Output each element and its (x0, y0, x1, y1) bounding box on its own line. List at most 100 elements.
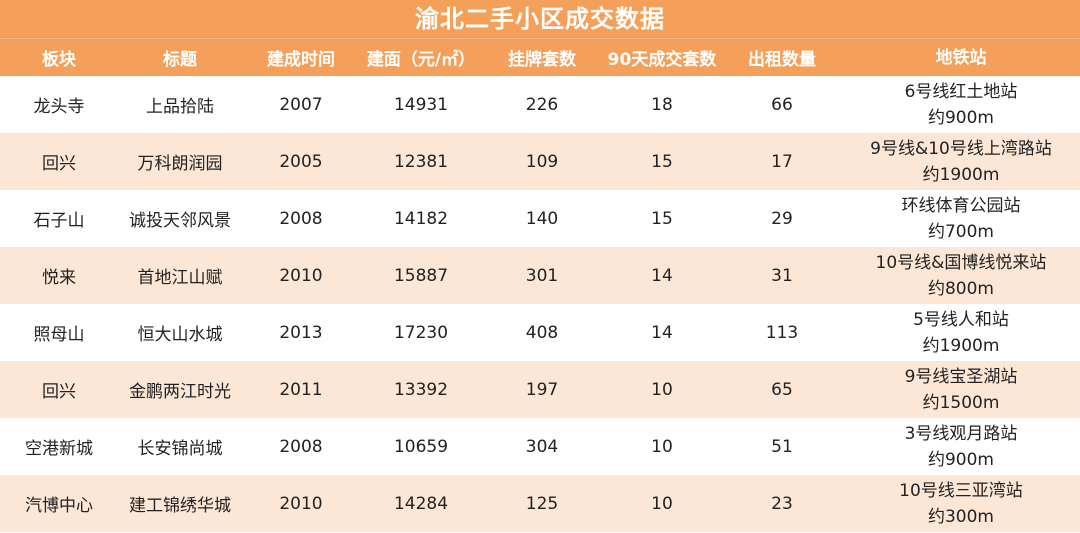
cell-price: 17230 (393, 322, 449, 343)
cell-name: 诚投天邻风景 (129, 211, 231, 231)
metro-station: 3号线观月路站 (904, 423, 1018, 444)
cell-sold90: 15 (651, 208, 673, 229)
table-row: 空港新城 长安锦尚城 2008 10659 304 10 51 3号线观月路站 约900m (0, 418, 1080, 475)
cell-price: 14931 (393, 94, 449, 115)
cell-area: 回兴 (42, 382, 76, 402)
header-sold90: 90天成交套数 (607, 50, 717, 70)
cell-year: 2005 (279, 151, 323, 172)
cell-area: 回兴 (42, 154, 76, 174)
cell-price: 14284 (393, 493, 449, 514)
cell-year: 2010 (279, 493, 323, 514)
metro-distance: 约1900m (922, 335, 1000, 356)
cell-listed: 140 (525, 208, 559, 229)
metro-distance: 约300m (927, 506, 994, 527)
cell-rent: 31 (771, 265, 793, 286)
cell-listed: 125 (525, 493, 559, 514)
cell-name: 恒大山水城 (137, 325, 223, 345)
cell-listed: 301 (525, 265, 559, 286)
cell-year: 2008 (279, 436, 323, 457)
cell-price: 12381 (393, 151, 449, 172)
cell-listed: 197 (525, 379, 559, 400)
metro-distance: 约700m (927, 221, 994, 242)
cell-metro: 6号线红土地站 约900m (842, 76, 1080, 133)
table-row: 龙头寺 上品拾陆 2007 14931 226 18 66 6号线红土地站 约900m (0, 76, 1080, 133)
cell-metro: 10号线三亚湾站 约300m (842, 475, 1080, 532)
cell-area: 石子山 (33, 211, 85, 231)
cell-rent: 66 (771, 94, 793, 115)
cell-rent: 23 (771, 493, 793, 514)
table-row: 回兴 金鹏两江时光 2011 13392 197 10 65 9号线宝圣湖站 约1500m (0, 361, 1080, 418)
table-row: 悦来 首地江山赋 2010 15887 301 14 31 10号线&国博线悦来站 约800m (0, 247, 1080, 304)
table-row: 石子山 诚投天邻风景 2008 14182 140 15 29 环线体育公园站 约700m (0, 190, 1080, 247)
cell-rent: 17 (771, 151, 793, 172)
cell-price: 15887 (393, 265, 449, 286)
cell-metro: 9号线&10号线上湾路站 约1900m (842, 133, 1080, 190)
metro-station: 10号线&国博线悦来站 (875, 252, 1047, 273)
cell-listed: 408 (525, 322, 559, 343)
cell-name: 建工锦绣华城 (129, 496, 231, 516)
cell-metro: 环线体育公园站 约700m (842, 190, 1080, 247)
table-header: 板块 标题 建成时间 建面（元/㎡） 挂牌套数 90天成交套数 出租数量 地铁站 (0, 38, 1080, 76)
header-year: 建成时间 (267, 50, 335, 70)
metro-station: 10号线三亚湾站 (899, 480, 1023, 501)
cell-sold90: 14 (651, 265, 673, 286)
cell-area: 龙头寺 (33, 97, 85, 117)
metro-distance: 约900m (927, 449, 994, 470)
metro-station: 9号线&10号线上湾路站 (870, 138, 1052, 159)
cell-rent: 29 (771, 208, 793, 229)
metro-station: 环线体育公园站 (901, 195, 1021, 216)
cell-sold90: 10 (651, 379, 673, 400)
table-row: 汽博中心 建工锦绣华城 2010 14284 125 10 23 10号线三亚湾站 约300m (0, 475, 1080, 532)
cell-price: 13392 (393, 379, 449, 400)
metro-distance: 约1500m (922, 392, 1000, 413)
cell-listed: 304 (525, 436, 559, 457)
cell-sold90: 14 (651, 322, 673, 343)
cell-sold90: 15 (651, 151, 673, 172)
cell-sold90: 10 (651, 493, 673, 514)
header-metro: 地铁站 (935, 47, 987, 68)
header-listed: 挂牌套数 (508, 50, 576, 70)
table-title: 渝北二手小区成交数据 (0, 0, 1080, 38)
cell-name: 首地江山赋 (137, 268, 223, 288)
table-body: 龙头寺 上品拾陆 2007 14931 226 18 66 6号线红土地站 约900m 回兴 万科朗… (0, 76, 1080, 532)
metro-distance: 约1900m (922, 164, 1000, 185)
cell-name: 万科朗润园 (137, 154, 223, 174)
cell-area: 照母山 (33, 325, 85, 345)
cell-rent: 51 (771, 436, 793, 457)
cell-price: 10659 (393, 436, 449, 457)
cell-year: 2008 (279, 208, 323, 229)
cell-metro: 10号线&国博线悦来站 约800m (842, 247, 1080, 304)
metro-station: 9号线宝圣湖站 (904, 366, 1018, 387)
metro-station: 6号线红土地站 (904, 81, 1018, 102)
cell-listed: 226 (525, 94, 559, 115)
cell-area: 悦来 (42, 268, 76, 288)
cell-year: 2007 (279, 94, 323, 115)
header-area: 板块 (42, 50, 76, 70)
cell-sold90: 10 (651, 436, 673, 457)
metro-distance: 约800m (927, 278, 994, 299)
header-name: 标题 (163, 50, 197, 70)
cell-name: 上品拾陆 (146, 97, 214, 117)
cell-year: 2013 (279, 322, 323, 343)
cell-metro: 5号线人和站 约1900m (842, 304, 1080, 361)
cell-year: 2010 (279, 265, 323, 286)
cell-metro: 9号线宝圣湖站 约1500m (842, 361, 1080, 418)
cell-price: 14182 (393, 208, 449, 229)
cell-rent: 113 (765, 322, 799, 343)
cell-year: 2011 (279, 379, 323, 400)
cell-sold90: 18 (651, 94, 673, 115)
cell-area: 空港新城 (25, 439, 93, 459)
table-row: 回兴 万科朗润园 2005 12381 109 15 17 9号线&10号线上湾路站 约1900… (0, 133, 1080, 190)
cell-metro: 3号线观月路站 约900m (842, 418, 1080, 475)
cell-name: 金鹏两江时光 (129, 382, 231, 402)
header-rent: 出租数量 (748, 50, 816, 70)
metro-station: 5号线人和站 (913, 309, 1009, 330)
cell-name: 长安锦尚城 (137, 439, 223, 459)
metro-distance: 约900m (927, 107, 994, 128)
table-row: 照母山 恒大山水城 2013 17230 408 14 113 5号线人和站 约1900m (0, 304, 1080, 361)
header-price: 建面（元/㎡） (366, 50, 476, 70)
cell-listed: 109 (525, 151, 559, 172)
cell-rent: 65 (771, 379, 793, 400)
cell-area: 汽博中心 (25, 496, 93, 516)
